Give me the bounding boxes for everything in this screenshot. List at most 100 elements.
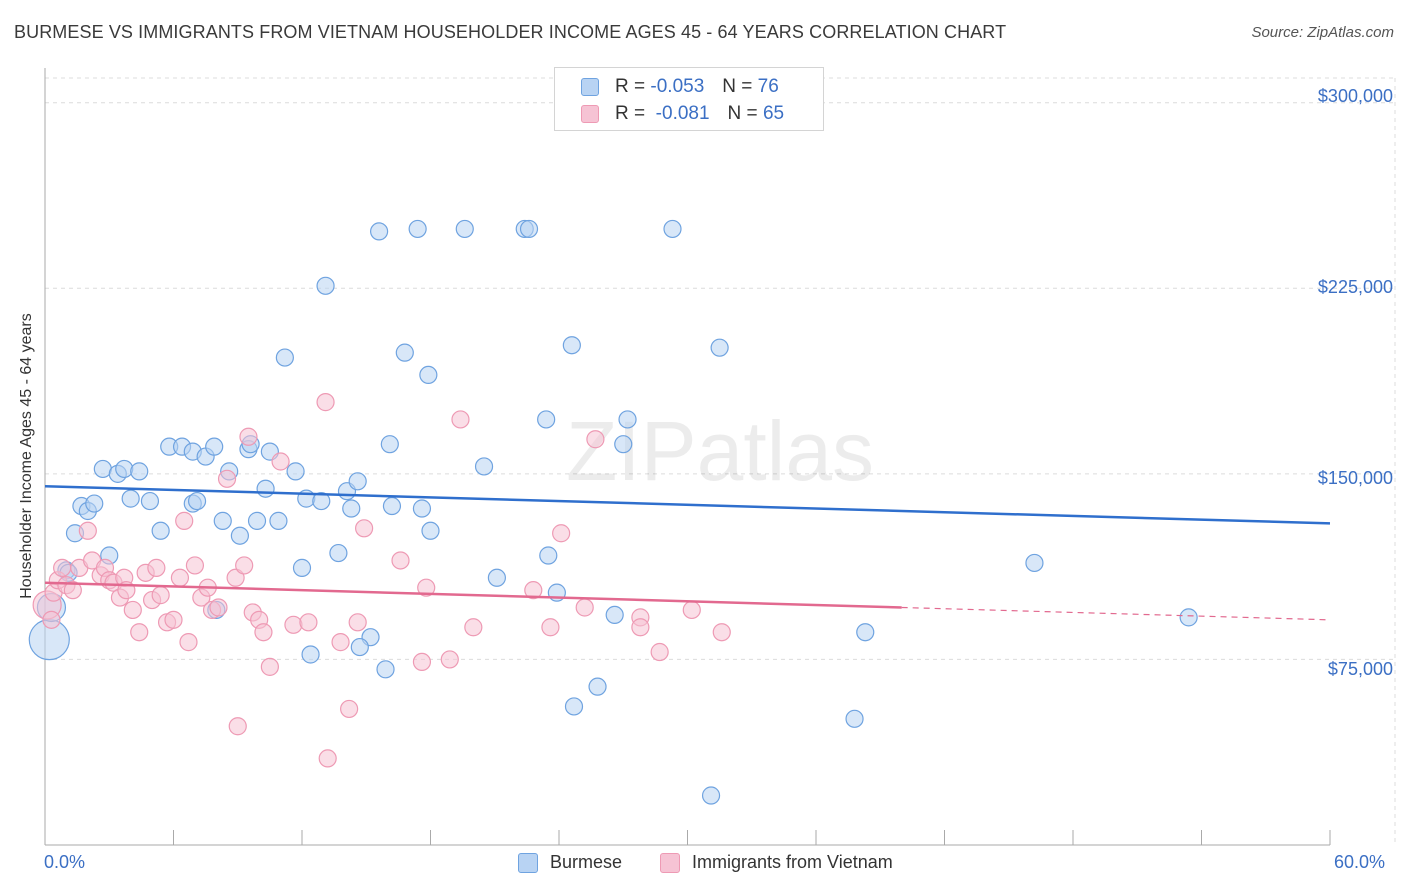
burmese-point [247, 511, 267, 530]
vietnam-point [217, 469, 237, 488]
vietnam-point [524, 581, 543, 600]
burmese-point [710, 338, 729, 357]
vietnam-point [228, 717, 247, 736]
chart-title: BURMESE VS IMMIGRANTS FROM VIETNAM HOUSE… [14, 22, 1007, 42]
legend-swatch-burmese [581, 78, 599, 96]
legend-item-burmese[interactable]: Burmese [518, 852, 622, 873]
burmese-point [230, 526, 249, 545]
vietnam-point [185, 556, 205, 575]
legend-n-value: 65 [762, 103, 785, 124]
y-tick-label: $225,000 [1317, 277, 1393, 297]
burmese-point [537, 410, 556, 429]
vietnam-point [541, 618, 560, 637]
legend-r-value: -0.081 [655, 103, 710, 124]
burmese-point [562, 336, 581, 355]
vietnam-point [586, 430, 605, 449]
vietnam-point [712, 623, 731, 642]
burmese-point [115, 459, 134, 479]
burmese-point [312, 491, 331, 511]
vietnam-point [355, 519, 374, 538]
burmese-point [370, 222, 389, 241]
vietnam-point [239, 427, 258, 446]
vietnam-point [42, 610, 61, 629]
legend-label-burmese: Burmese [550, 852, 623, 872]
burmese-point [618, 410, 637, 429]
burmese-point [275, 348, 294, 367]
vietnam-point [260, 657, 279, 676]
watermark: ZIPatlas [566, 404, 874, 498]
burmese-point [140, 491, 160, 511]
vietnam-point [63, 581, 82, 600]
vietnam-point [340, 699, 359, 719]
burmese-point [412, 499, 432, 518]
vietnam-point [254, 623, 273, 642]
burmese-trend-line [44, 484, 1331, 525]
y-tick-label: $300,000 [1317, 86, 1393, 106]
legend-swatch-vietnam [581, 105, 599, 123]
burmese-point [588, 677, 607, 696]
vietnam-point [284, 615, 303, 634]
vietnam-point [316, 393, 335, 412]
burmese-point [121, 489, 140, 508]
burmese-point [301, 645, 320, 664]
burmese-point [419, 365, 438, 385]
legend-swatch-burmese [518, 852, 538, 873]
burmese-points [28, 219, 1198, 805]
legend-n-label: N = [722, 76, 753, 97]
legend-swatch-vietnam [660, 852, 680, 873]
burmese-point [1025, 553, 1044, 573]
vietnam-point [318, 749, 337, 768]
vietnam-point [170, 568, 190, 587]
burmese-point [519, 219, 539, 239]
source-label: Source: ZipAtlas.com [1251, 24, 1394, 41]
legend-n-value: 76 [757, 76, 779, 97]
legend-r-value: -0.053 [650, 76, 705, 97]
y-tick-label: $75,000 [1327, 659, 1393, 679]
legend-row-burmese: R = -0.053 N = 76 [581, 76, 779, 98]
vietnam-point [412, 652, 432, 672]
vietnam-trend-line-extension [901, 606, 1331, 621]
burmese-point [408, 219, 427, 239]
x-tick-label-max: 60.0% [1334, 852, 1386, 872]
vietnam-point [417, 578, 436, 597]
burmese-point [395, 343, 414, 362]
vietnam-point [331, 633, 350, 652]
legend-item-vietnam[interactable]: Immigrants from Vietnam [660, 852, 893, 873]
vietnam-point [299, 613, 318, 632]
vietnam-point [179, 633, 198, 652]
burmese-point [213, 511, 232, 530]
trend-lines [44, 484, 1331, 621]
series-legend: Burmese Immigrants from Vietnam [0, 852, 1406, 878]
burmese-point [329, 543, 348, 563]
vietnam-point [348, 613, 367, 632]
vietnam-point [209, 598, 228, 617]
burmese-point [316, 276, 335, 295]
vietnam-point [451, 410, 470, 429]
burmese-point [421, 521, 440, 540]
burmese-point [376, 660, 395, 679]
burmese-point [342, 499, 361, 518]
burmese-point [663, 219, 682, 239]
burmese-point [564, 697, 584, 716]
burmese-point [605, 605, 624, 625]
burmese-point [286, 462, 305, 481]
legend-r-label: R = [615, 76, 646, 97]
burmese-point [455, 219, 474, 239]
axes [44, 68, 1331, 846]
vietnam-trend-line [44, 581, 902, 609]
vietnam-point [175, 511, 194, 530]
legend-row-vietnam: R = -0.081 N = 65 [581, 103, 784, 125]
legend-label-vietnam: Immigrants from Vietnam [692, 852, 893, 872]
vietnam-point [151, 586, 170, 605]
vietnam-point [464, 618, 483, 637]
burmese-point [1179, 608, 1198, 627]
vietnam-point [650, 642, 669, 662]
vietnam-point [78, 521, 97, 540]
burmese-point [205, 437, 224, 456]
vietnam-point [271, 452, 290, 471]
vietnam-point [682, 600, 701, 620]
vietnam-points [32, 393, 731, 768]
burmese-point [856, 623, 875, 642]
vietnam-point [147, 558, 166, 577]
